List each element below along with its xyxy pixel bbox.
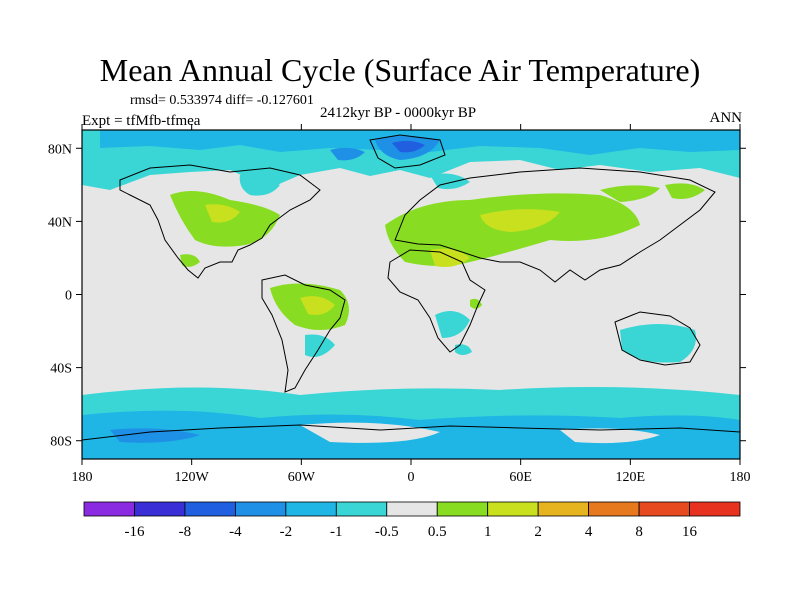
colorbar-swatch — [184, 501, 236, 517]
colorbar-swatch — [537, 501, 590, 517]
africa-outline — [387, 249, 486, 353]
south-america-outline — [261, 274, 346, 393]
antarctica-outline — [82, 424, 740, 441]
colorbar-label: -1 — [330, 524, 343, 540]
far-east-anomaly — [665, 183, 705, 199]
colorbar-swatch — [689, 501, 741, 517]
siberia-anomaly — [600, 185, 660, 202]
colorbar-swatch — [285, 501, 337, 517]
arabia-anomaly — [430, 248, 470, 267]
australia-outline — [614, 311, 701, 366]
colorbar-label: 16 — [682, 524, 698, 540]
colorbar-swatch — [638, 501, 690, 517]
colorbar-swatch — [83, 501, 135, 517]
colorbar-swatch — [487, 501, 539, 517]
coastlines — [82, 134, 740, 441]
colorbar-label: 1 — [484, 524, 492, 540]
colorbar-label: 4 — [585, 524, 593, 540]
colorbar-swatch — [234, 501, 287, 517]
lon-tick-label: 60E — [509, 470, 532, 485]
map-title: Mean Annual Cycle (Surface Air Temperatu… — [99, 52, 701, 88]
colorbar-swatch — [588, 501, 640, 517]
africa-tip-anomaly — [455, 344, 472, 355]
lat-tick-label: 80N — [48, 142, 72, 157]
lon-tick-label: 120E — [616, 470, 646, 485]
eurasia-anomaly-core — [480, 209, 560, 232]
colorbar-swatch — [436, 501, 489, 517]
north-america-outline — [119, 164, 321, 279]
colorbar-label: 0.5 — [428, 524, 447, 540]
colorbar-swatch — [335, 501, 388, 517]
stats-text: rmsd= 0.533974 diff= -0.127601 — [130, 93, 314, 108]
longitude-ticks: 180 120W 60W 0 60E 120E 180 — [72, 124, 751, 485]
latitude-ticks: 80N 40N 0 40S 80S — [48, 142, 746, 450]
colorbar-label: -4 — [229, 524, 242, 540]
canada-anomaly — [239, 174, 280, 196]
anomaly-field — [82, 130, 740, 459]
eurasia-outline — [394, 167, 716, 283]
amazon-anomaly-core — [300, 296, 335, 315]
lat-tick-label: 40S — [50, 362, 72, 377]
australia-anomaly — [620, 324, 696, 363]
lon-tick-label: 120W — [175, 470, 210, 485]
lon-tick-label: 180 — [72, 470, 93, 485]
lon-tick-label: 0 — [408, 470, 415, 485]
colorbar-label: -2 — [280, 524, 293, 540]
lon-tick-label: 180 — [730, 470, 751, 485]
colorbar-label: 8 — [635, 524, 643, 540]
greenland-anomaly-core — [392, 140, 425, 153]
antarctica-neutral — [300, 422, 440, 443]
arctic-patch — [330, 147, 365, 161]
north-america-anomaly-core — [205, 204, 240, 223]
south-africa-anomaly — [435, 311, 470, 338]
lat-tick-label: 0 — [65, 289, 72, 304]
colorbar-label: -0.5 — [375, 524, 399, 540]
antarctica-neutral-2 — [560, 428, 660, 444]
lon-tick-label: 60W — [288, 470, 316, 485]
lat-tick-label: 80S — [50, 435, 72, 450]
colorbar-label: 2 — [534, 524, 542, 540]
season-label: ANN — [709, 110, 743, 126]
period-subtitle: 2412kyr BP - 0000kyr BP — [320, 105, 477, 121]
greenland-outline — [369, 134, 446, 169]
antarctica-anomaly-strong — [110, 428, 200, 443]
mexico-anomaly — [180, 254, 200, 267]
experiment-label: Expt = tfMfb-tfmea — [82, 113, 201, 129]
colorbar-swatch — [134, 501, 186, 517]
colorbar-label: -8 — [179, 524, 192, 540]
colorbar-swatch — [386, 501, 438, 517]
colorbar: -16 -8 -4 -2 -1 -0.5 0.5 1 2 4 8 16 — [83, 501, 741, 540]
east-africa-anomaly — [470, 298, 482, 309]
lat-tick-label: 40N — [48, 215, 72, 230]
colorbar-label: -16 — [124, 524, 144, 540]
